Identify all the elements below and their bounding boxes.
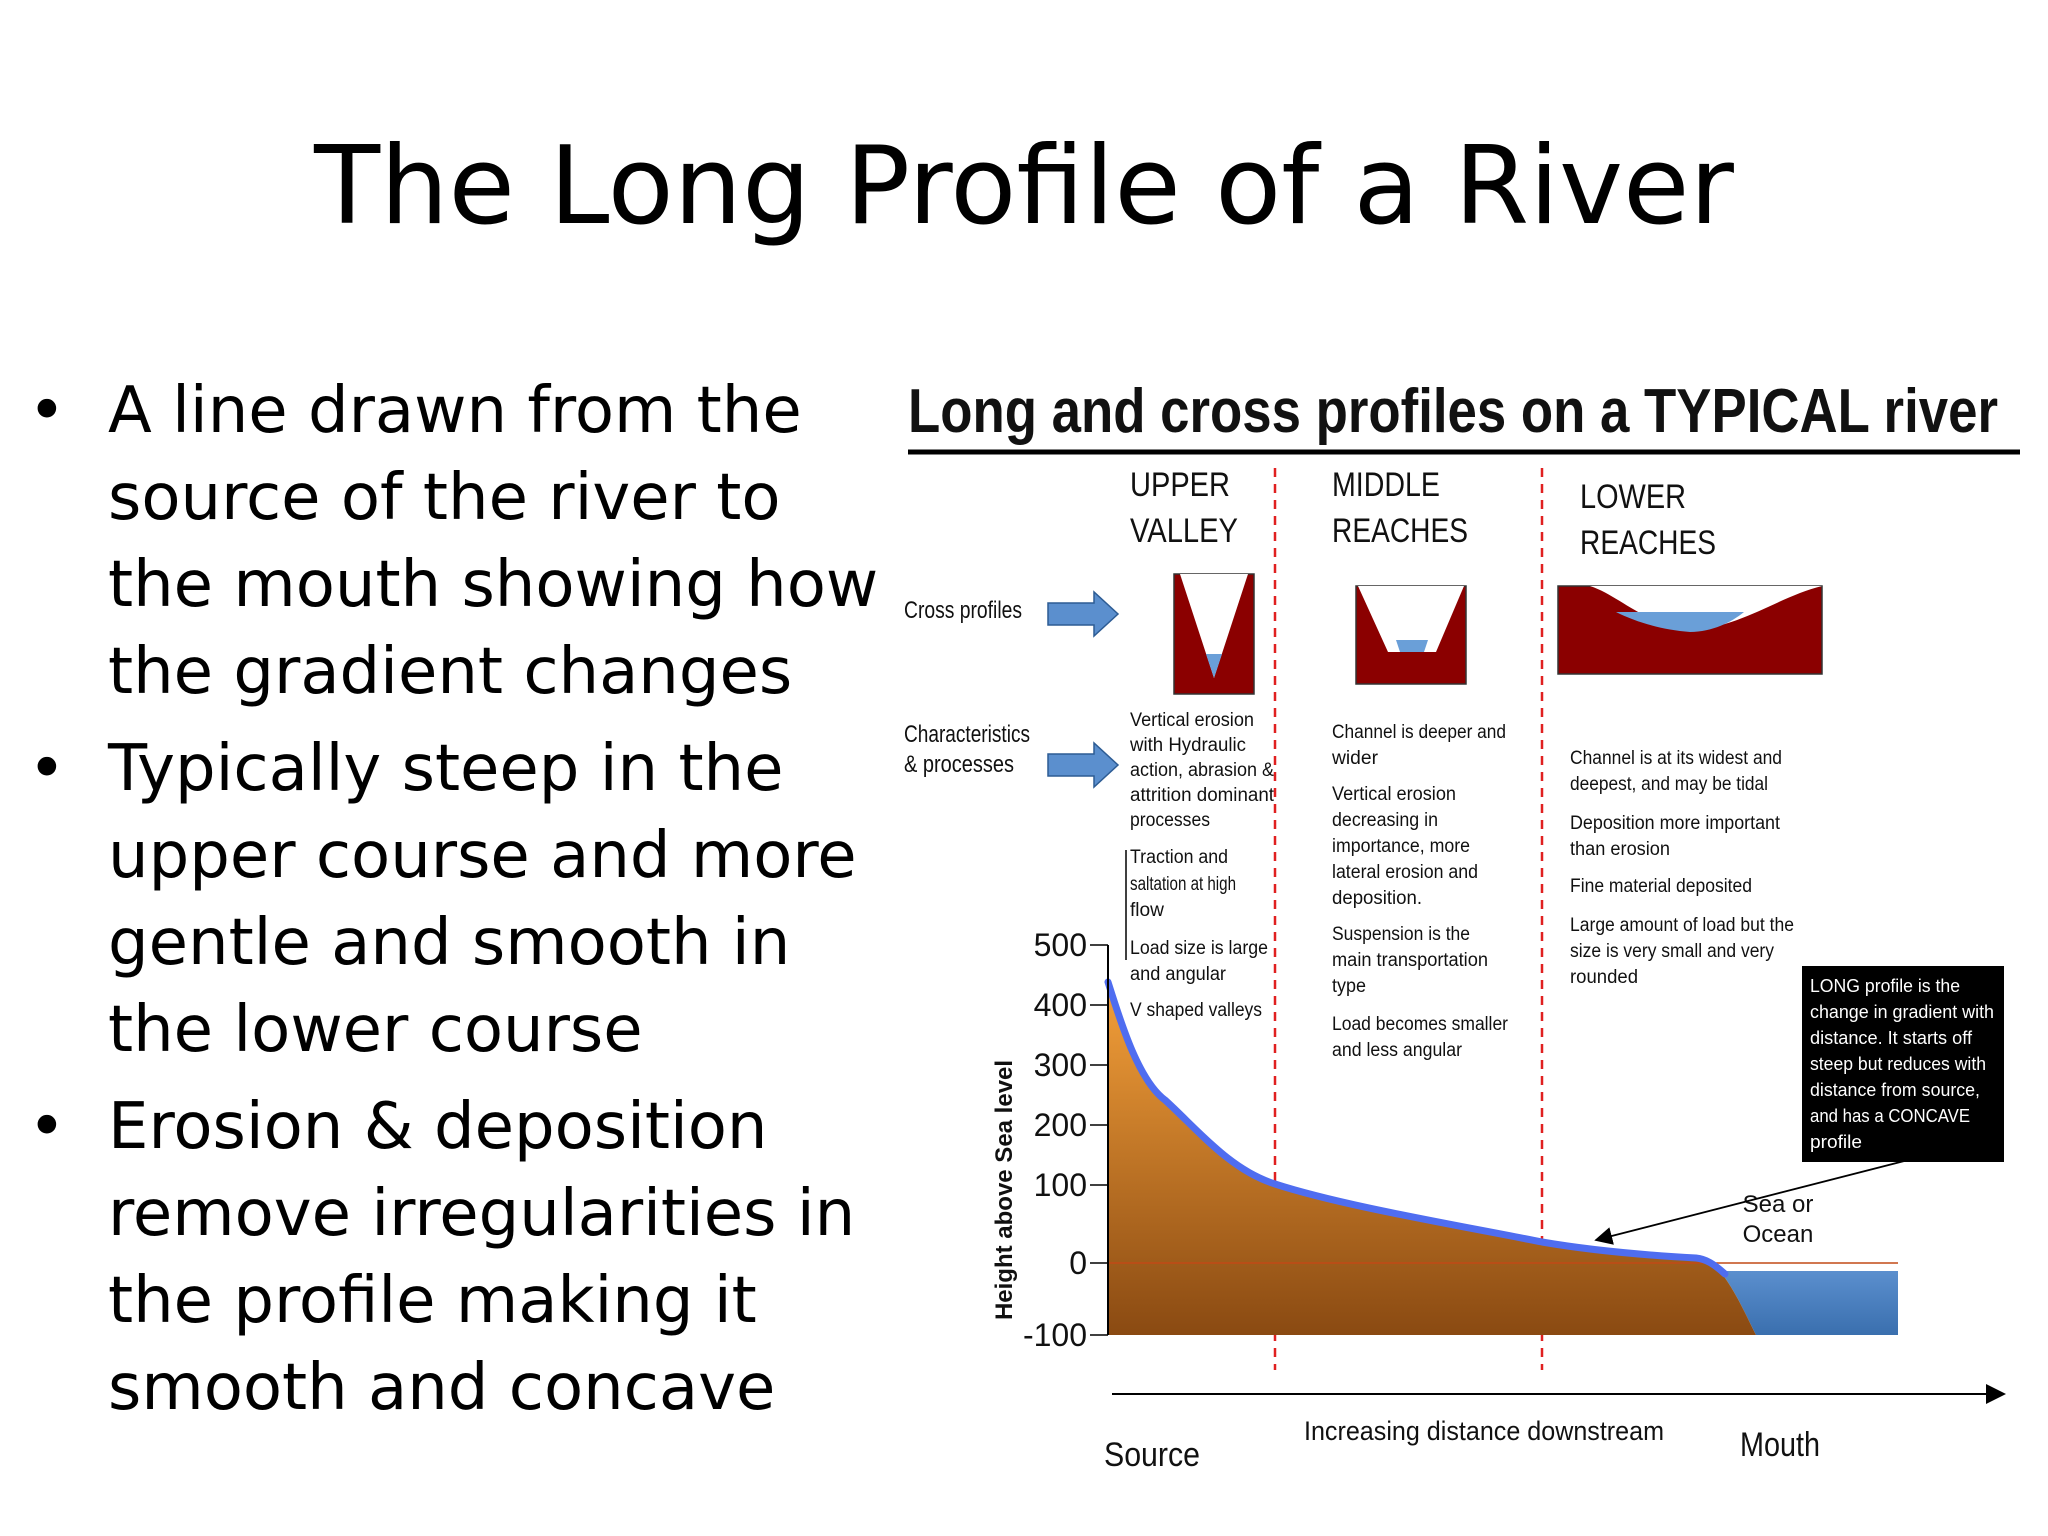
zone-upper-line1: UPPER xyxy=(1130,466,1230,504)
note-line: lateral erosion and xyxy=(1332,862,1478,883)
callout-line: steep but reduces with xyxy=(1810,1054,1986,1074)
y-tick-label: 0 xyxy=(1069,1245,1087,1281)
y-tick-label: 300 xyxy=(1034,1047,1087,1083)
note-line: with Hydraulic xyxy=(1129,735,1246,756)
y-axis-label: Height above Sea level xyxy=(991,1060,1018,1320)
x-axis-label: Increasing distance downstream xyxy=(1304,1416,1664,1446)
cross-profiles-arrow-icon xyxy=(1047,590,1120,638)
note-line: flow xyxy=(1130,900,1164,921)
note-line: Vertical erosion xyxy=(1332,784,1456,805)
callout-line: profile xyxy=(1810,1132,1862,1152)
note-line: importance, more xyxy=(1332,836,1470,857)
x-axis-mouth-label: Mouth xyxy=(1740,1426,1820,1464)
note-line: saltation at high xyxy=(1130,874,1236,895)
cross-profile-lower xyxy=(1557,585,1823,675)
cross-profile-upper xyxy=(1173,573,1255,695)
note-line: Large amount of load but the xyxy=(1570,915,1794,936)
land-profile xyxy=(1108,982,1756,1335)
callout-line: distance. It starts off xyxy=(1810,1028,1973,1048)
zone-upper-line2: VALLEY xyxy=(1130,512,1238,550)
note-line: than erosion xyxy=(1570,839,1670,860)
sea-label-line1: Sea or xyxy=(1743,1191,1814,1218)
y-axis-ticks xyxy=(1090,944,1108,1336)
note-line: Deposition more important xyxy=(1570,813,1781,834)
note-line: action, abrasion & xyxy=(1130,760,1274,781)
slide-title: The Long Profile of a River xyxy=(314,124,1734,249)
note-line: V shaped valleys xyxy=(1130,1000,1262,1021)
bullet-item: Erosion & deposition remove irregulariti… xyxy=(28,1084,888,1432)
cross-profile-middle xyxy=(1355,585,1467,685)
diagram-title: Long and cross profiles on a TYPICAL riv… xyxy=(908,377,1998,446)
callout-line: change in gradient with xyxy=(1810,1002,1994,1022)
y-tick-label: 500 xyxy=(1034,927,1087,963)
y-tick-label: 200 xyxy=(1034,1107,1087,1143)
note-line: and less angular xyxy=(1332,1040,1463,1061)
note-line: Traction and xyxy=(1130,847,1228,868)
y-tick-label: 100 xyxy=(1034,1167,1087,1203)
note-line: processes xyxy=(1130,810,1210,831)
note-line: main transportation xyxy=(1332,950,1488,971)
bullet-item: Typically steep in the upper course and … xyxy=(28,726,888,1074)
x-axis-source-label: Source xyxy=(1104,1436,1200,1474)
note-line: Vertical erosion xyxy=(1130,710,1254,731)
long-profile-callout-text: LONG profile is the change in gradient w… xyxy=(1810,976,1994,1152)
note-line: deepest, and may be tidal xyxy=(1570,774,1768,795)
zone-lower-line1: LOWER xyxy=(1580,478,1686,516)
note-line: Load becomes smaller xyxy=(1332,1014,1509,1035)
middle-reaches-notes: Channel is deeper and wider Vertical ero… xyxy=(1331,722,1509,1061)
note-line: Channel is at its widest and xyxy=(1570,748,1782,769)
row-label-characteristics: Characteristics xyxy=(904,721,1030,748)
y-tick-label: 400 xyxy=(1034,987,1087,1023)
zone-middle-line1: MIDDLE xyxy=(1332,466,1440,504)
note-line: rounded xyxy=(1570,967,1638,988)
y-axis-tick-labels: 500 400 300 200 100 0 -100 xyxy=(1023,927,1087,1353)
sea-water xyxy=(1720,1271,1898,1335)
note-line: size is very small and very xyxy=(1570,941,1774,962)
sea-label-line2: Ocean xyxy=(1743,1221,1814,1248)
note-line: Fine material deposited xyxy=(1570,876,1752,897)
row-label-processes: & processes xyxy=(904,751,1014,778)
callout-pointer-arrow xyxy=(1594,1159,1909,1245)
note-line: attrition dominant xyxy=(1130,785,1275,806)
note-line: Suspension is the xyxy=(1332,924,1470,945)
note-line: decreasing in xyxy=(1332,810,1438,831)
river-profile-diagram: Long and cross profiles on a TYPICAL riv… xyxy=(904,377,2020,1474)
row-label-cross-profiles: Cross profiles xyxy=(904,597,1022,624)
callout-line: LONG profile is the xyxy=(1810,976,1960,996)
note-line: and angular xyxy=(1130,964,1227,985)
note-line: type xyxy=(1332,976,1366,997)
upper-valley-notes: Vertical erosion with Hydraulic action, … xyxy=(1129,710,1275,1021)
lower-reaches-notes: Channel is at its widest and deepest, an… xyxy=(1570,748,1794,988)
long-profile-line xyxy=(1104,978,1729,1278)
note-line: deposition. xyxy=(1332,888,1422,909)
bullet-item: A line drawn from the source of the rive… xyxy=(28,368,888,716)
callout-line: and has a CONCAVE xyxy=(1810,1106,1970,1126)
callout-line: distance from source, xyxy=(1810,1080,1980,1100)
note-line: Load size is large xyxy=(1130,938,1268,959)
characteristics-arrow-icon xyxy=(1047,741,1120,789)
bullet-list: A line drawn from the source of the rive… xyxy=(28,368,888,1442)
note-line: Channel is deeper and xyxy=(1332,722,1506,743)
y-tick-label: -100 xyxy=(1023,1317,1087,1353)
note-line: wider xyxy=(1331,748,1379,769)
zone-lower-line2: REACHES xyxy=(1580,524,1716,562)
zone-middle-line2: REACHES xyxy=(1332,512,1468,550)
long-profile-callout-box xyxy=(1802,966,2004,1162)
